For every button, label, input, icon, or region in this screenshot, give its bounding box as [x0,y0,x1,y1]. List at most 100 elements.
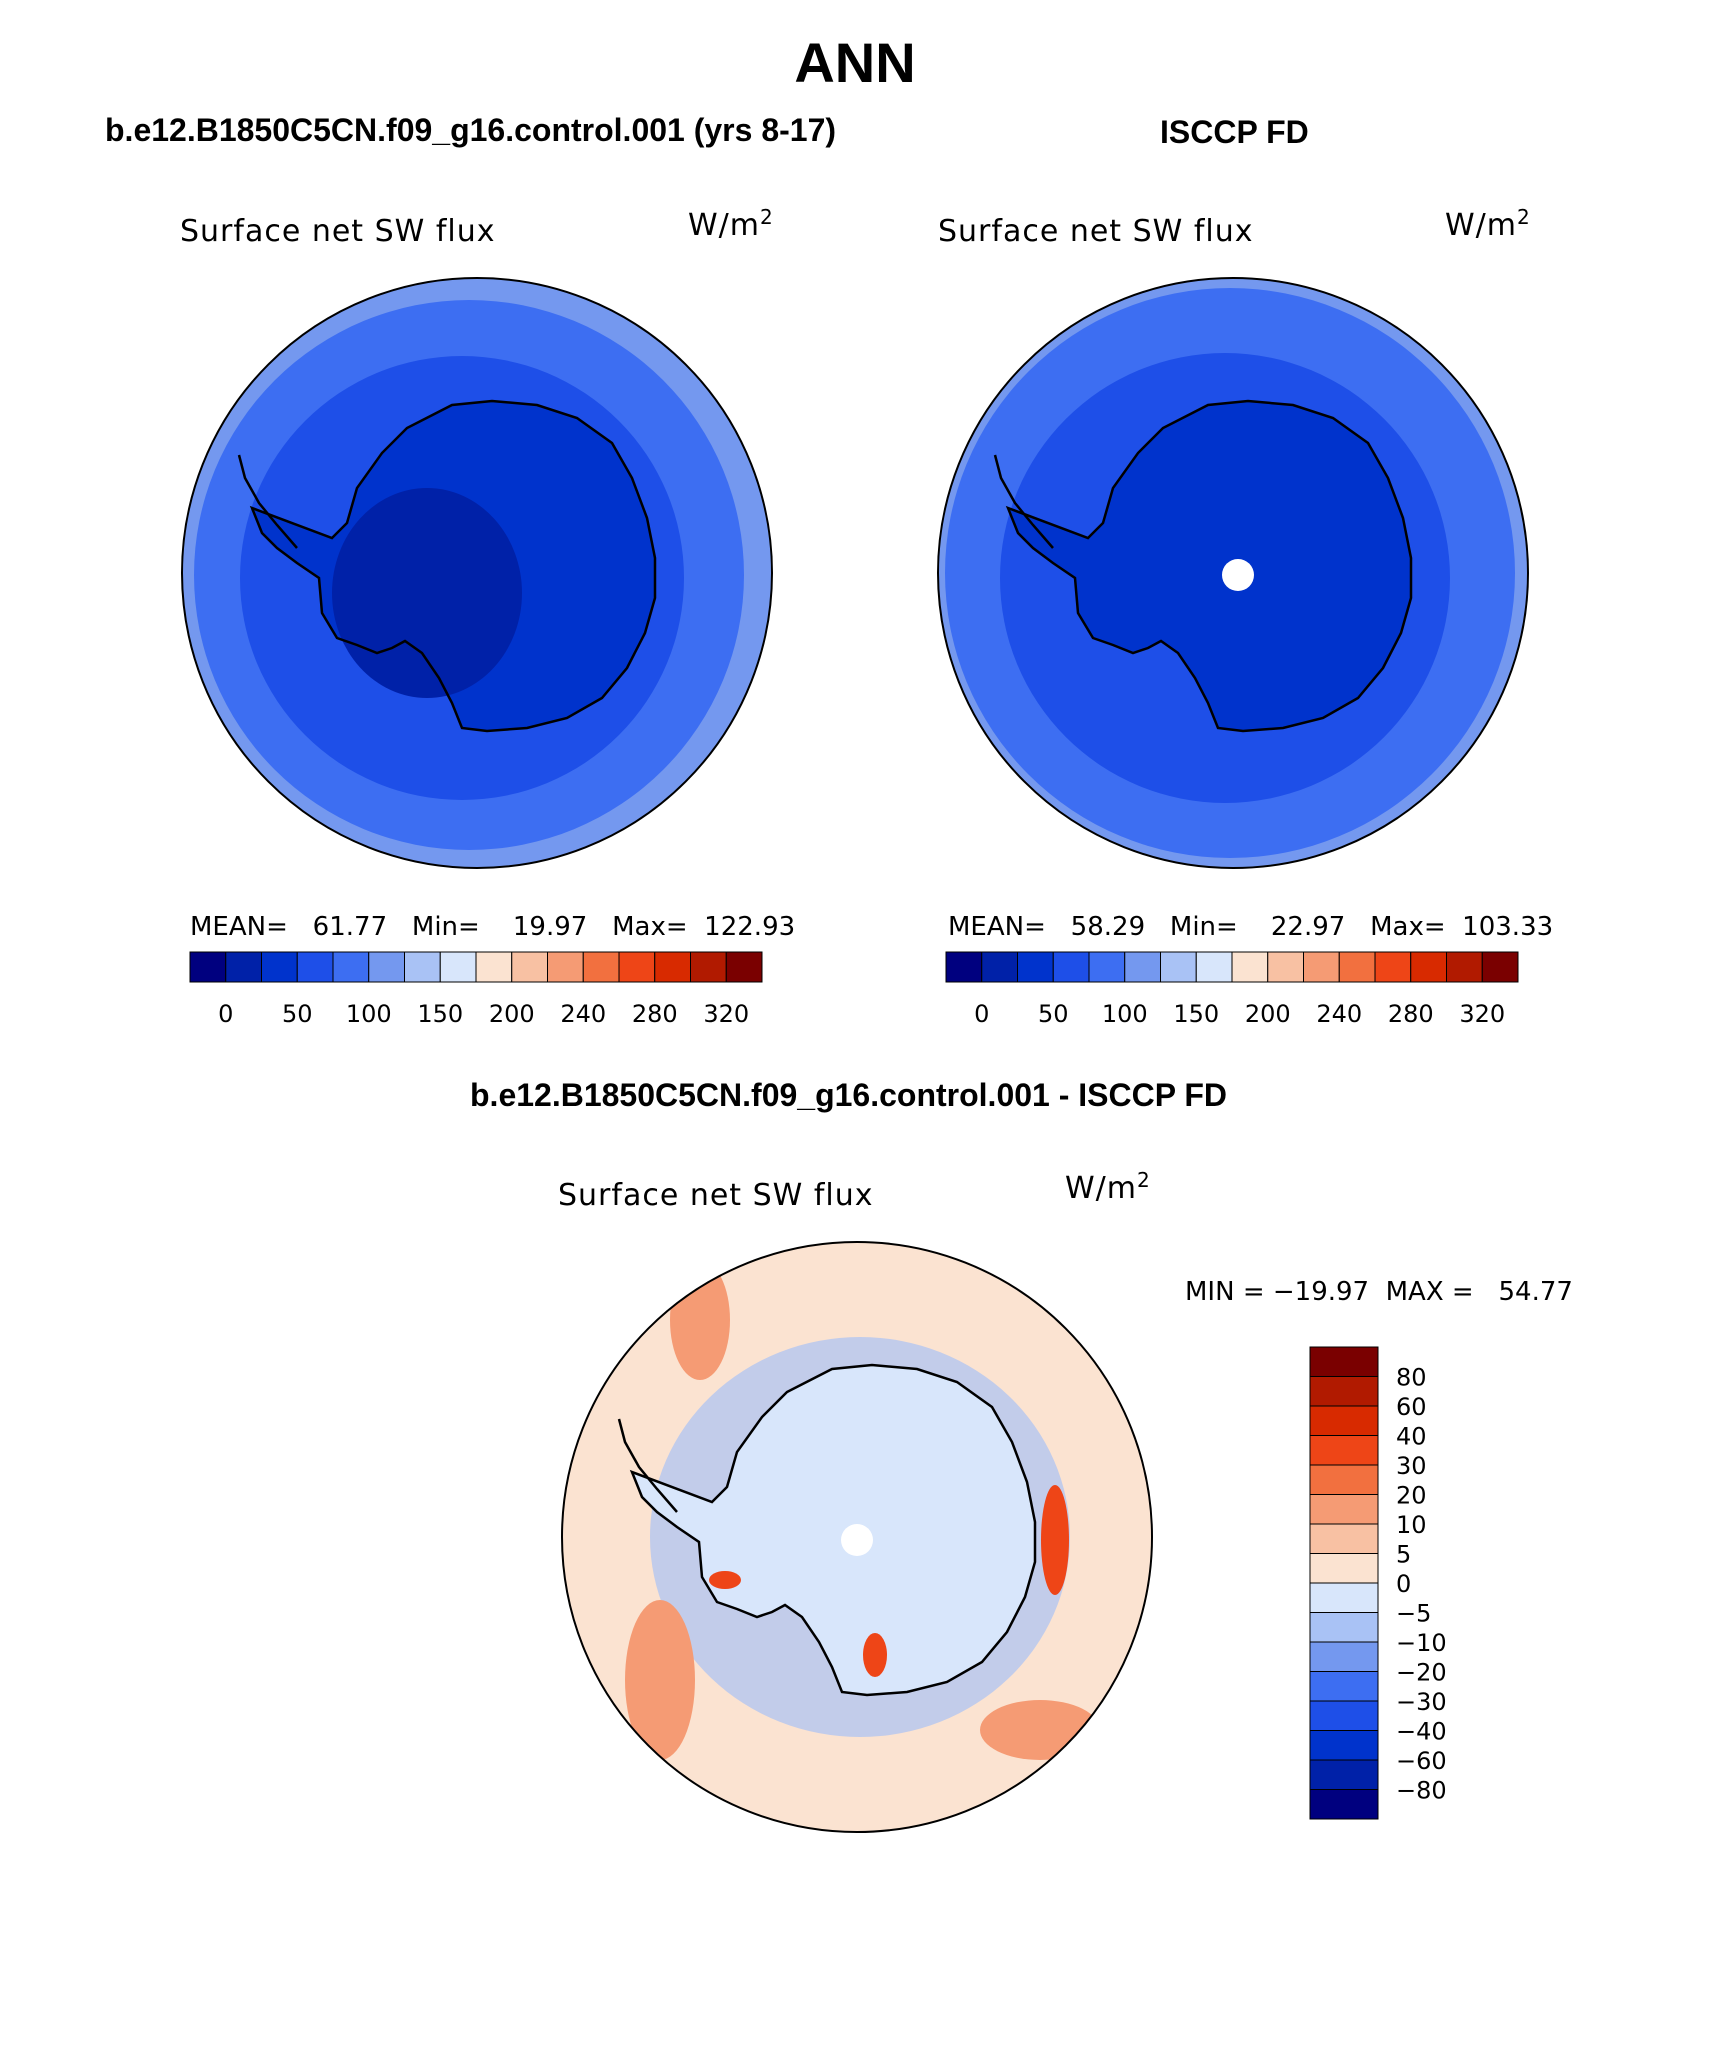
left-colorbar-box [332,951,370,983]
diff-minmax: MIN = −19.97 MAX = 54.77 [1185,1277,1573,1307]
diff-panel-heading: b.e12.B1850C5CN.f09_g16.control.001 - IS… [470,1077,1228,1113]
diff-red-patch-south [863,1633,887,1677]
right-colorbar-tick-label: 0 [974,1000,989,1028]
diff-colorbar-tick-label: −10 [1396,1629,1447,1657]
right-colorbar-box [1267,951,1304,983]
right-colorbar-box [1124,951,1161,983]
right-variable-label: Surface net SW flux [938,214,1254,249]
left-units-label: W/m2 [688,205,774,243]
diff-colorbar-tick-label: −60 [1396,1747,1447,1775]
right-colorbar-box [1195,951,1233,983]
right-stats: MEAN= 58.29 Min= 22.97 Max= 103.33 [948,912,1554,942]
right-pole-hole [1222,559,1254,591]
right-colorbar-box [945,951,983,983]
right-colorbar-box [1160,951,1197,983]
right-colorbar-tick-label: 200 [1245,1000,1291,1028]
diff-colorbar-tick-label: −30 [1396,1688,1447,1716]
left-colorbar-box [690,951,727,983]
left-colorbar-box [261,951,298,983]
left-colorbar-tick-label: 280 [632,1000,678,1028]
diff-colorbar-tick-label: 80 [1396,1364,1427,1392]
diff-colorbar-tick-label: −40 [1396,1718,1447,1746]
right-colorbar-tick-label: 100 [1102,1000,1148,1028]
right-colorbar-box [1303,951,1340,983]
right-colorbar-box [1052,951,1090,983]
diff-colorbar-box [1309,1494,1379,1525]
left-colorbar-box [618,951,656,983]
diff-colorbar-box [1309,1582,1379,1613]
left-colorbar-box [439,951,477,983]
left-stats: MEAN= 61.77 Min= 19.97 Max= 122.93 [190,912,796,942]
diff-colorbar-box [1309,1612,1379,1643]
right-colorbar-box [1338,951,1376,983]
right-units-label: W/m2 [1445,205,1531,243]
right-map-boundary [937,277,1529,869]
diff-colorbar-tick-label: 20 [1396,1482,1427,1510]
diff-colorbar-tick-label: −5 [1396,1600,1431,1628]
right-colorbar-tick-label: 320 [1459,1000,1505,1028]
diff-orange-patch-west [625,1600,695,1760]
left-colorbar-tick-label: 0 [218,1000,233,1028]
right-colorbar-box [1231,951,1269,983]
diff-pole-hole [841,1524,873,1556]
left-colorbar-box [511,951,548,983]
left-land-interior [332,488,522,698]
diff-units-label: W/m2 [1065,1168,1151,1206]
left-map-boundary [181,277,773,869]
left-colorbar-box [404,951,441,983]
left-colorbar-box [368,951,405,983]
diff-orange-patch-nw [670,1260,730,1380]
left-colorbar-tick-label: 320 [703,1000,749,1028]
left-colorbar-box [475,951,513,983]
diff-variable-label: Surface net SW flux [558,1178,874,1213]
right-colorbar-tick-label: 240 [1316,1000,1362,1028]
diff-colorbar-box [1309,1700,1379,1731]
left-variable-label: Surface net SW flux [180,214,496,249]
diff-colorbar-tick-label: 0 [1396,1570,1411,1598]
right-colorbar-box [1446,951,1483,983]
diff-colorbar-box [1309,1671,1379,1702]
diff-colorbar-tick-label: 5 [1396,1541,1411,1569]
diff-colorbar-tick-label: −80 [1396,1777,1447,1805]
left-colorbar-box [582,951,620,983]
diff-colorbar-box [1309,1553,1379,1584]
right-colorbar: 0 50 100 150 200 240 280 320 [945,951,1519,1028]
right-colorbar-box [1410,951,1447,983]
left-colorbar-box [225,951,262,983]
diff-colorbar-box [1309,1759,1379,1790]
right-colorbar-box [981,951,1018,983]
diff-colorbar-tick-label: 10 [1396,1511,1427,1539]
right-colorbar-box [1017,951,1054,983]
left-colorbar-box [189,951,227,983]
diff-red-patch-east [1041,1485,1069,1595]
left-panel-heading: b.e12.B1850C5CN.f09_g16.control.001 (yrs… [105,112,837,148]
left-colorbar-tick-label: 240 [560,1000,606,1028]
diff-map-boundary [561,1241,1153,1833]
left-colorbar-tick-label: 150 [417,1000,463,1028]
right-colorbar-box [1088,951,1126,983]
diff-colorbar-tick-label: 60 [1396,1393,1427,1421]
left-colorbar-tick-label: 200 [489,1000,535,1028]
left-colorbar-tick-label: 50 [282,1000,313,1028]
left-colorbar-box [296,951,334,983]
right-colorbar-box [1481,951,1519,983]
left-polar-map [181,277,773,869]
right-panel-heading: ISCCP FD [1160,114,1309,150]
diff-colorbar-box [1309,1789,1379,1820]
diff-orange-patch-se [980,1700,1100,1760]
left-colorbar-tick-label: 100 [346,1000,392,1028]
diff-colorbar-tick-label: 30 [1396,1452,1427,1480]
diff-colorbar-box [1309,1435,1379,1466]
right-colorbar-tick-label: 280 [1388,1000,1434,1028]
diff-colorbar-box [1309,1730,1379,1761]
left-colorbar-box [547,951,584,983]
diff-colorbar-box [1309,1376,1379,1407]
right-colorbar-tick-label: 150 [1173,1000,1219,1028]
diff-colorbar-box [1309,1464,1379,1495]
right-colorbar-tick-label: 50 [1038,1000,1069,1028]
diff-colorbar-box [1309,1346,1379,1377]
diff-polar-map [561,1241,1153,1833]
diff-colorbar-box [1309,1405,1379,1436]
